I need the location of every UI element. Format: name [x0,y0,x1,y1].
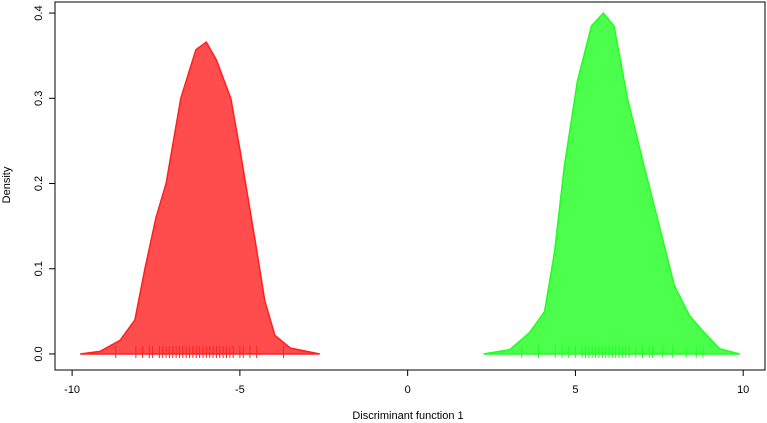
y-tick-label: 0.2 [33,176,45,191]
x-tick-label: 10 [737,384,749,396]
y-tick-label: 0.4 [33,5,45,20]
y-tick-label: 0.1 [33,261,45,276]
x-tick-label: 5 [572,384,578,396]
y-tick-label: 0.3 [33,91,45,106]
x-axis-label: Discriminant function 1 [352,410,463,422]
density-area [483,11,740,355]
y-tick-label: 0.0 [33,346,45,361]
density-area [80,40,320,355]
y-axis-label: Density [1,166,13,203]
x-tick-label: -10 [64,384,80,396]
x-tick-label: -5 [235,384,245,396]
x-tick-label: 0 [405,384,411,396]
